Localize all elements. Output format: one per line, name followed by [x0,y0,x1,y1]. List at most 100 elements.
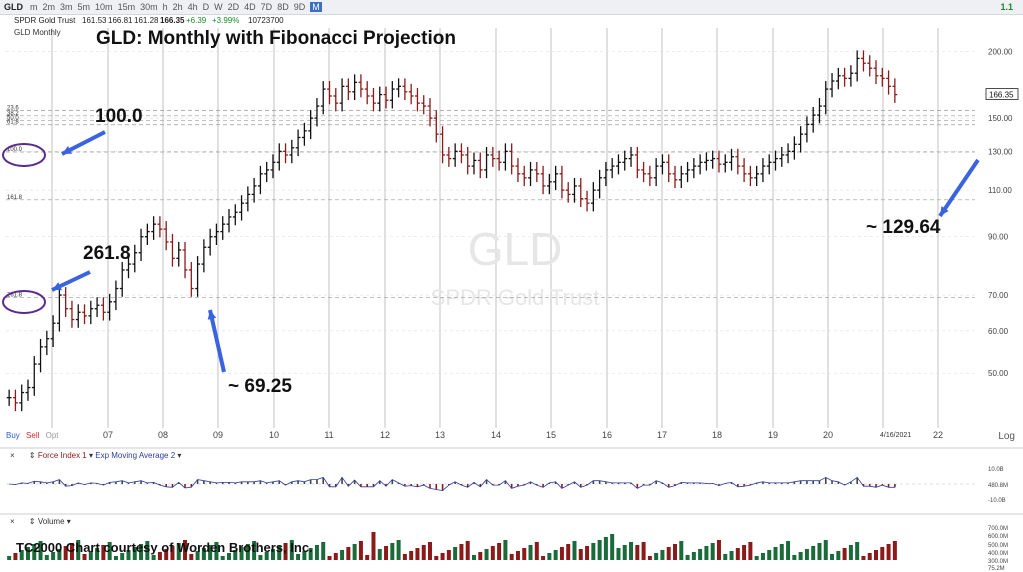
ohlc-bar [377,86,383,112]
ohlc-bar [264,161,270,183]
fib100-annotation: 100.0 [95,106,143,127]
chevron-down-icon[interactable]: ▾ [66,517,71,526]
volume-bar [195,551,200,560]
trade-buttons: Buy Sell Opt [6,431,59,440]
ema-label[interactable]: Exp Moving Average 2 [95,451,176,460]
volume-bar [830,554,835,560]
timeframe-2h[interactable]: 2h [172,2,183,12]
ohlc-bar [603,161,609,187]
volume-bar [471,555,476,560]
log-scale-toggle[interactable]: Log [998,431,1015,442]
volume-bar [19,550,24,560]
close-icon[interactable]: × [10,451,15,460]
volume-bar [641,542,646,560]
volume-bar [415,548,420,560]
volume-bar [239,547,244,560]
timeframe-8D[interactable]: 8D [277,2,289,12]
force-index-label[interactable]: Force Index 1 [37,451,87,460]
annotation-arrow [208,309,226,373]
ohlc-bar [132,244,138,273]
arrowhead [52,282,62,291]
timeframe-W[interactable]: W [214,2,223,12]
close-icon[interactable]: × [10,517,15,526]
volume-bar [76,540,81,560]
ohlc-bar [371,88,376,112]
volume-bar [798,552,803,560]
ohlc-bar [333,88,339,112]
timeframe-3m[interactable]: 3m [60,2,73,12]
timeframe-4D[interactable]: 4D [244,2,256,12]
volume-bar [421,545,426,560]
timeframe-m[interactable]: m [30,2,38,12]
annotation-arrow [938,158,980,218]
timeframe-2m[interactable]: 2m [42,2,56,12]
sell-button[interactable]: Sell [26,431,40,440]
ohlc-bar [835,67,841,90]
timeframe-10m[interactable]: 10m [95,2,113,12]
option-button[interactable]: Opt [45,431,59,440]
panel-menu-icon[interactable]: ⇕ [28,451,36,460]
volume-bar [836,551,841,560]
ohlc-bar [19,384,25,412]
ohlc-bar [283,143,288,164]
volume-bar [157,552,162,560]
volume-bar [754,556,759,560]
panel-menu-icon[interactable]: ⇕ [28,517,36,526]
ohlc-bar [415,88,420,112]
timeframe-4h[interactable]: 4h [187,2,198,12]
quote-volume: 10723700 [248,16,284,25]
buy-button[interactable]: Buy [6,431,20,440]
price-tick-label: 60.00 [988,327,1009,336]
timeframe-5m[interactable]: 5m [77,2,91,12]
volume-bar [622,545,627,560]
timeframe-7D[interactable]: 7D [260,2,273,12]
ohlc-bar [396,78,402,98]
chart-symbol-label: GLD Monthly [14,28,61,37]
date-tick-label: 07 [103,430,113,440]
symbol-label[interactable]: GLD [4,2,23,12]
timeframe-h[interactable]: h [162,2,168,12]
ohlc-bar [465,146,471,175]
ohlc-bar [747,165,753,187]
volume-bar [308,548,313,560]
volume-tick-label: 75.2M [988,566,1005,572]
timeframe-30m[interactable]: 30m [140,2,158,12]
ohlc-bar [829,73,835,98]
ohlc-bar [584,190,590,212]
volume-tick-label: 500.0M [988,543,1008,549]
timeframe-D[interactable]: D [202,2,210,12]
volume-bar [377,549,382,560]
date-tag: 4/16/2021 [880,432,912,439]
low-annotation: ~ 69.25 [228,376,292,397]
volume-bar [855,542,860,560]
ohlc-bar [528,161,533,187]
ohlc-bar [100,297,106,321]
ohlc-bar [126,256,131,279]
chevron-down-icon[interactable]: ▾ [89,451,94,460]
volume-bar [132,547,137,560]
ohlc-bar [892,78,898,103]
ohlc-bar [653,158,659,187]
volume-bar [515,551,520,560]
volume-bar [848,545,853,560]
ohlc-bar [616,154,621,175]
timeframe-selector[interactable]: m 2m 3m 5m 10m 15m 30m h 2h 4h D W 2D 4D 7D 8D 9D M [30,2,327,12]
volume-bar [321,542,326,560]
volume-bar [409,551,414,560]
timeframe-M[interactable]: M [310,2,322,12]
ohlc-bar [628,146,634,167]
timeframe-2D[interactable]: 2D [227,2,240,12]
ohlc-bar [182,242,188,279]
price-bars [6,50,898,412]
ohlc-bar [848,65,854,87]
volume-bar [270,549,275,560]
chevron-down-icon[interactable]: ▾ [177,451,182,460]
volume-bar [528,545,533,560]
volume-bar [673,544,677,560]
ohlc-bar [685,161,690,183]
volume-label[interactable]: Volume [37,517,65,526]
date-tick-label: 19 [768,430,778,440]
timeframe-15m[interactable]: 15m [117,2,136,12]
timeframe-9D[interactable]: 9D [293,2,306,12]
